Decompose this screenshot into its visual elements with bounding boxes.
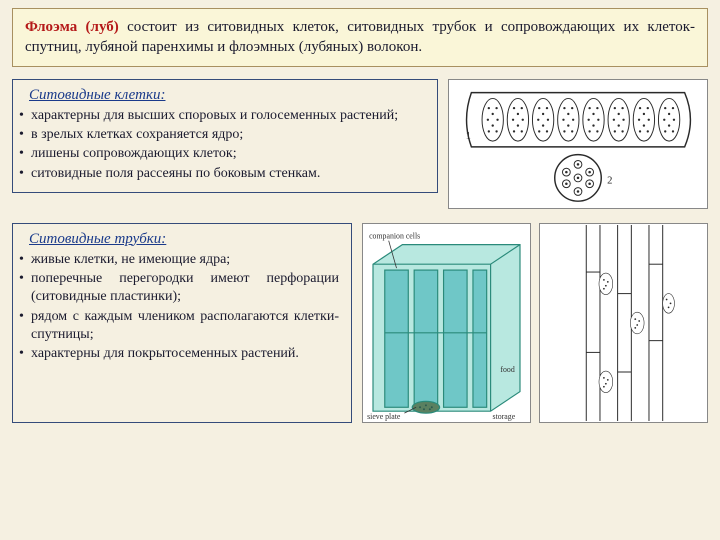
list-item: ситовидные поля рассеяны по боковым стен… (19, 165, 425, 183)
list-item: поперечные перегородки имеют перфорации … (19, 270, 339, 306)
sieve-cells-list: характерны для высших споровых и голосем… (19, 107, 425, 183)
row-sieve-cells: Ситовидные клетки: характерны для высших… (12, 79, 708, 209)
sieve-tubes-box: Ситовидные трубки: живые клетки, не имею… (12, 223, 352, 423)
svg-text:sieve plate: sieve plate (367, 412, 401, 421)
sieve-cells-title: Ситовидные клетки: (29, 86, 425, 106)
list-item: характерны для высших споровых и голосем… (19, 107, 425, 125)
header-title: Флоэма (луб) (25, 19, 119, 35)
sieve-tubes-images: companion cells sieve plate food storage (362, 223, 708, 423)
sieve-cell-diagram: 1 2 (448, 79, 708, 209)
header-box: Флоэма (луб) состоит из ситовидных клето… (12, 8, 708, 67)
svg-text:food: food (500, 365, 514, 374)
list-item: характерны для покрытосеменных растений. (19, 345, 339, 363)
sieve-tube-3d-diagram: companion cells sieve plate food storage (362, 223, 531, 423)
list-item: лишены сопровождающих клеток; (19, 145, 425, 163)
svg-text:companion cells: companion cells (369, 231, 420, 240)
header-rest: состоит из ситовидных клеток, ситовидных… (25, 19, 695, 55)
sieve-tubes-list: живые клетки, не имеющие ядра; поперечны… (19, 251, 339, 363)
svg-text:1: 1 (466, 131, 471, 142)
sieve-cell-svg: 1 2 (450, 81, 706, 207)
sieve-tubes-title: Ситовидные трубки: (29, 230, 339, 250)
svg-text:2: 2 (607, 175, 612, 186)
list-item: в зрелых клетках сохраняется ядро; (19, 126, 425, 144)
sieve-tube-longitudinal-diagram (539, 223, 708, 423)
svg-text:storage: storage (493, 412, 516, 421)
row-sieve-tubes: Ситовидные трубки: живые клетки, не имею… (12, 223, 708, 423)
list-item: рядом с каждым члеником располагаются кл… (19, 308, 339, 344)
list-item: живые клетки, не имеющие ядра; (19, 251, 339, 269)
sieve-tube-long-svg (540, 225, 707, 421)
sieve-cells-box: Ситовидные клетки: характерны для высших… (12, 79, 438, 193)
sieve-tube-3d-svg: companion cells sieve plate food storage (363, 225, 530, 421)
